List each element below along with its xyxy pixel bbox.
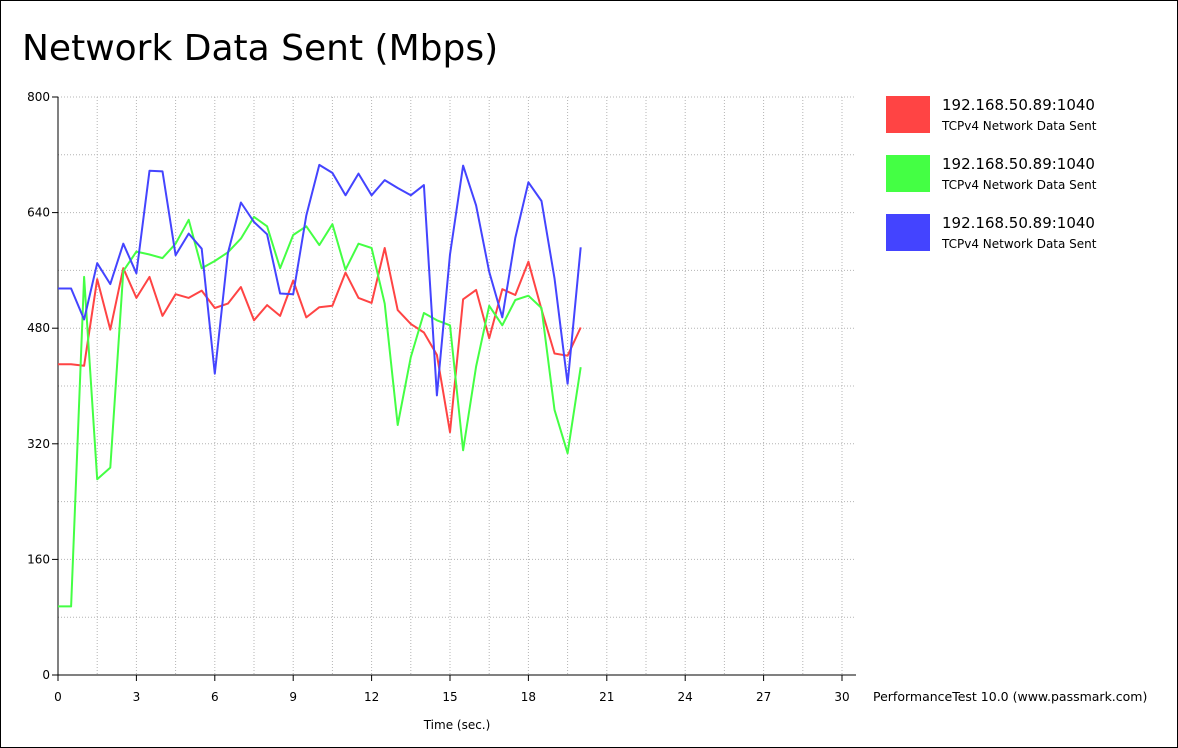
series-lines <box>58 163 582 608</box>
y-tick-label: 800 <box>27 90 50 104</box>
x-tick-label: 3 <box>133 690 141 704</box>
x-tick-label: 6 <box>211 690 219 704</box>
x-tick-label: 12 <box>364 690 379 704</box>
x-tick-label: 9 <box>289 690 297 704</box>
x-tick-label: 0 <box>54 690 62 704</box>
legend-series-name: 192.168.50.89:1040 <box>942 155 1095 173</box>
y-tick-label: 0 <box>42 668 50 682</box>
legend-swatch-green <box>886 155 930 192</box>
legend: 192.168.50.89:1040 TCPv4 Network Data Se… <box>886 95 1166 272</box>
x-tick-label: 30 <box>834 690 849 704</box>
legend-swatch-red <box>886 96 930 133</box>
legend-series-subtitle: TCPv4 Network Data Sent <box>942 237 1097 251</box>
y-tick-label: 640 <box>27 206 50 220</box>
legend-series-subtitle: TCPv4 Network Data Sent <box>942 178 1097 192</box>
footer-credit: PerformanceTest 10.0 (www.passmark.com) <box>873 689 1148 704</box>
x-tick-label: 21 <box>599 690 614 704</box>
x-tick-label: 18 <box>521 690 536 704</box>
y-tick-label: 480 <box>27 321 50 335</box>
legend-swatch-blue <box>886 214 930 251</box>
series-line-red <box>58 247 582 434</box>
x-tick-label: 15 <box>442 690 457 704</box>
legend-item-blue: 192.168.50.89:1040 TCPv4 Network Data Se… <box>886 213 1166 272</box>
tick-labels: 0 160 320 480 640 800 0 3 6 9 12 15 18 21 24 27 30 Time (… <box>27 90 850 732</box>
x-axis-title: Time (sec.) <box>423 718 491 732</box>
y-tick-label: 320 <box>27 437 50 451</box>
axes <box>52 96 856 681</box>
legend-item-green: 192.168.50.89:1040 TCPv4 Network Data Se… <box>886 154 1166 213</box>
chart-title: Network Data Sent (Mbps) <box>22 28 499 69</box>
x-tick-label: 27 <box>756 690 771 704</box>
series-line-green <box>58 215 582 608</box>
legend-series-subtitle: TCPv4 Network Data Sent <box>942 119 1097 133</box>
legend-series-name: 192.168.50.89:1040 <box>942 96 1095 114</box>
x-tick-label: 24 <box>678 690 693 704</box>
y-tick-label: 160 <box>27 552 50 566</box>
legend-series-name: 192.168.50.89:1040 <box>942 214 1095 232</box>
legend-item-red: 192.168.50.89:1040 TCPv4 Network Data Se… <box>886 95 1166 154</box>
series-line-blue <box>58 163 582 397</box>
